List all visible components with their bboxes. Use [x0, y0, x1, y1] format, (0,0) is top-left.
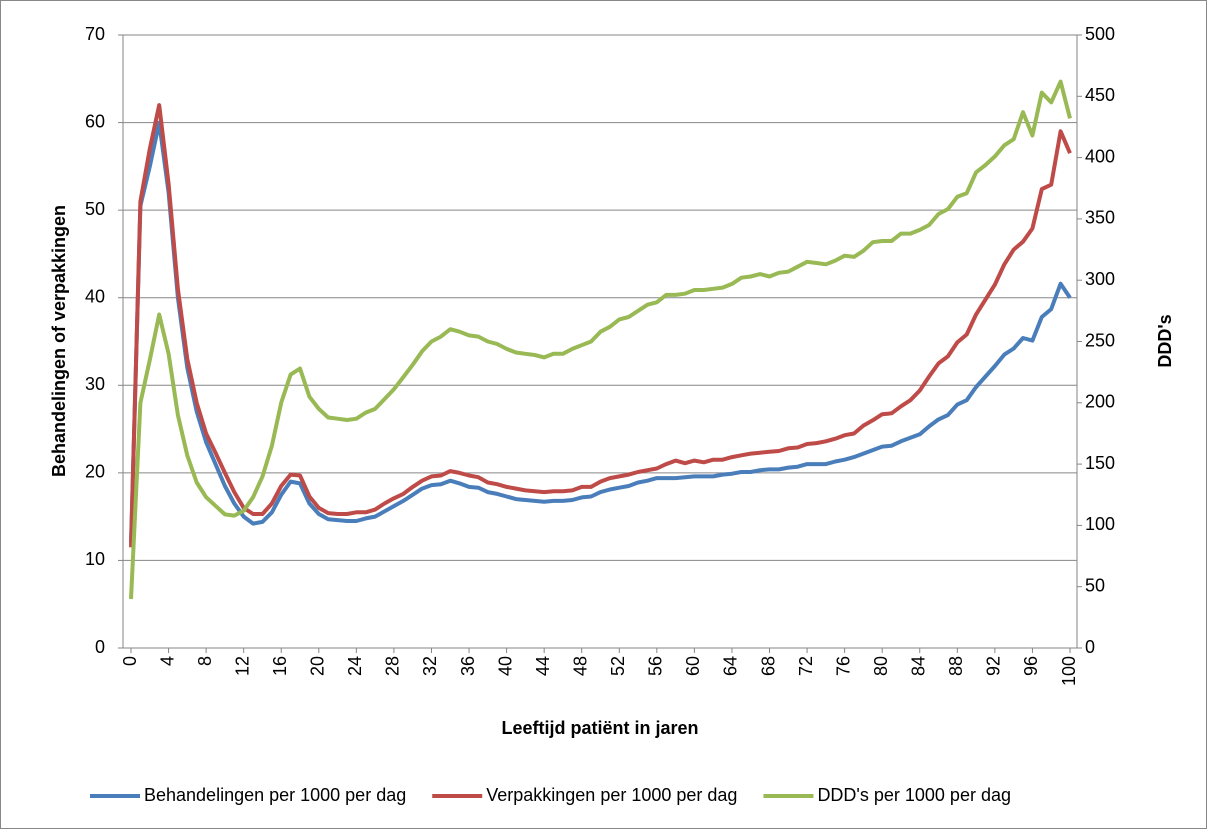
x-tick-label: 28: [383, 656, 403, 676]
x-tick-label: 40: [495, 656, 515, 676]
legend-label: Verpakkingen per 1000 per dag: [486, 785, 737, 805]
x-tick-label: 68: [758, 656, 778, 676]
x-tick-label: 88: [946, 656, 966, 676]
y2-axis-label: DDD's: [1155, 314, 1175, 367]
x-tick-label: 96: [1021, 656, 1041, 676]
y-tick-label: 70: [85, 24, 105, 44]
x-tick-label: 48: [570, 656, 590, 676]
series-line: [129, 120, 1072, 543]
x-tick-label: 20: [308, 656, 328, 676]
series-line: [129, 103, 1072, 548]
x-tick-label: 72: [796, 656, 816, 676]
y2-tick-label: 0: [1085, 637, 1095, 657]
x-tick-label: 12: [232, 656, 252, 676]
legend-label: Behandelingen per 1000 per dag: [144, 785, 406, 805]
x-tick-label: 8: [195, 656, 215, 666]
y2-tick-label: 400: [1085, 146, 1115, 166]
x-tick-label: 92: [984, 656, 1004, 676]
y-tick-label: 30: [85, 374, 105, 394]
x-tick-label: 24: [345, 656, 365, 676]
legend-label: DDD's per 1000 per dag: [817, 785, 1011, 805]
x-tick-label: 0: [120, 656, 140, 666]
y2-tick-label: 200: [1085, 392, 1115, 412]
y-tick-label: 60: [85, 111, 105, 131]
y2-tick-label: 50: [1085, 575, 1105, 595]
x-tick-label: 84: [909, 656, 929, 676]
y2-tick-label: 500: [1085, 24, 1115, 44]
x-tick-label: 44: [533, 656, 553, 676]
x-tick-label: 76: [833, 656, 853, 676]
x-tick-label: 100: [1059, 656, 1079, 686]
x-axis-label: Leeftijd patiënt in jaren: [501, 718, 698, 738]
x-tick-label: 36: [458, 656, 478, 676]
y-tick-label: 10: [85, 549, 105, 569]
y-tick-label: 40: [85, 286, 105, 306]
x-tick-label: 16: [270, 656, 290, 676]
x-tick-label: 64: [721, 656, 741, 676]
series-line: [129, 79, 1072, 600]
x-tick-label: 80: [871, 656, 891, 676]
x-tick-label: 52: [608, 656, 628, 676]
x-tick-label: 4: [157, 656, 177, 666]
y-tick-label: 0: [95, 637, 105, 657]
y-axis-label: Behandelingen of verpakkingen: [49, 205, 69, 477]
y2-tick-label: 100: [1085, 514, 1115, 534]
x-tick-label: 32: [420, 656, 440, 676]
y2-tick-label: 150: [1085, 453, 1115, 473]
y2-tick-label: 450: [1085, 85, 1115, 105]
x-tick-label: 60: [683, 656, 703, 676]
y2-tick-label: 250: [1085, 330, 1115, 350]
x-tick-label: 56: [646, 656, 666, 676]
y2-tick-label: 300: [1085, 269, 1115, 289]
y-tick-label: 50: [85, 199, 105, 219]
y2-tick-label: 350: [1085, 208, 1115, 228]
y-tick-label: 20: [85, 462, 105, 482]
